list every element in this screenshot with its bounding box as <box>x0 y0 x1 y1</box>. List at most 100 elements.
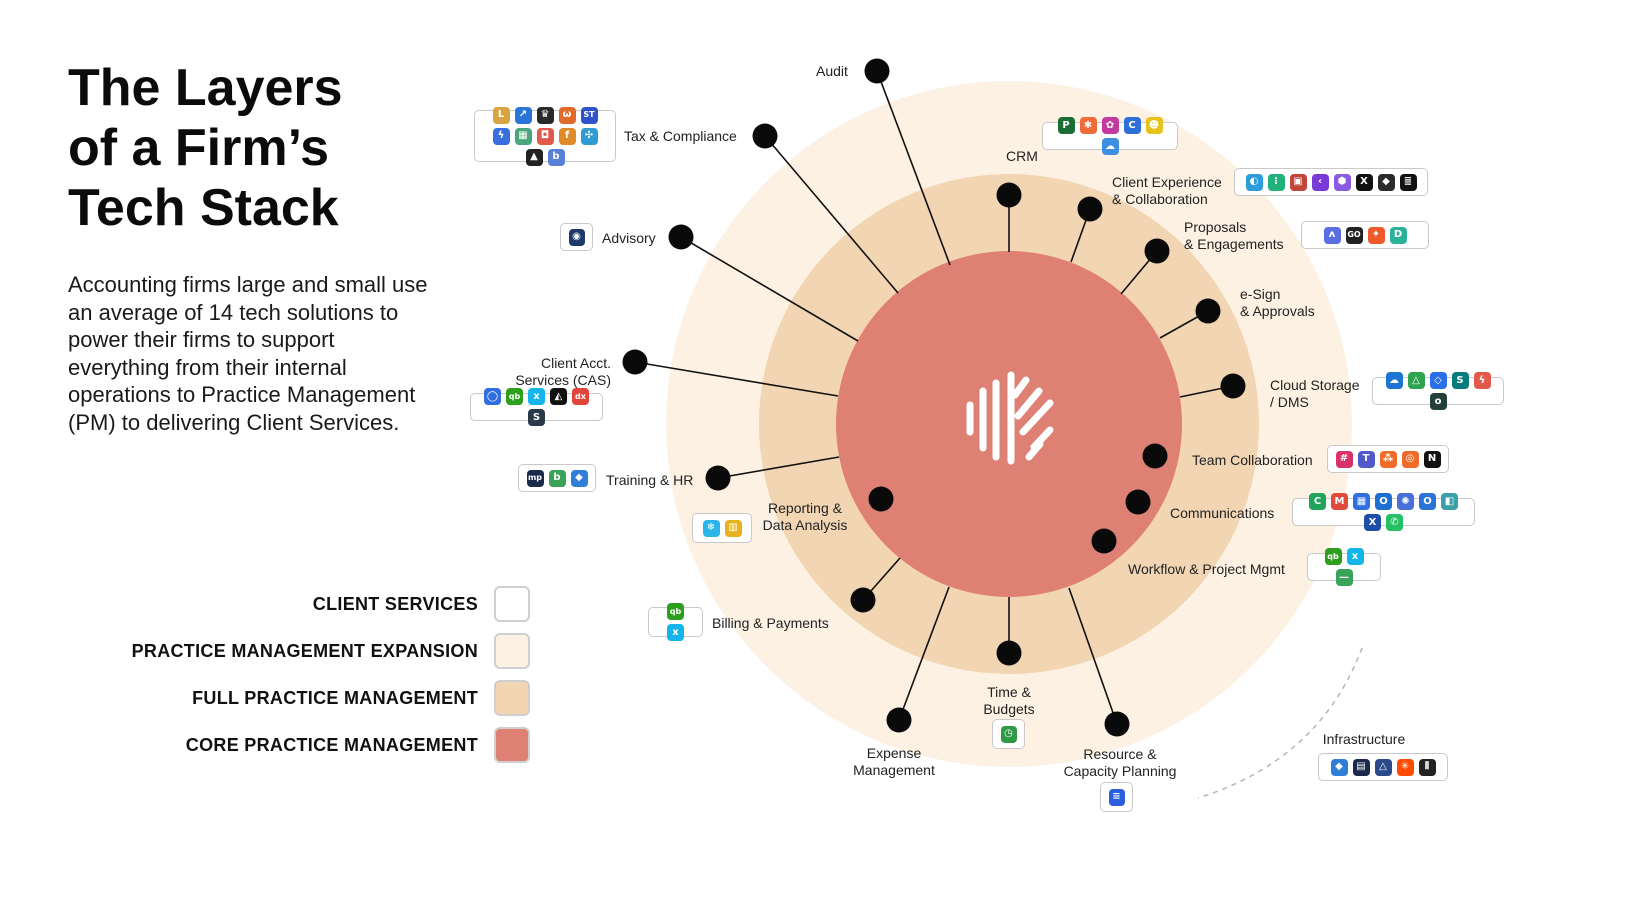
category-label-client-experience: Client Experience & Collaboration <box>1112 174 1222 207</box>
legend-item-full-pm: FULL PRACTICE MANAGEMENT <box>192 678 530 718</box>
gmail-icon: M <box>1331 493 1348 510</box>
category-label-line: Reporting & <box>768 500 842 516</box>
spokes <box>634 70 1234 725</box>
frame-icon: ▣ <box>1289 173 1307 191</box>
tool-icons-training: mp b ◆ <box>518 464 596 492</box>
spoke-dot-expense <box>886 707 912 733</box>
category-label-line: e-Sign <box>1240 286 1281 302</box>
lacerte-icon: L <box>492 106 510 124</box>
category-label-line: Tax & Compliance <box>624 128 737 144</box>
category-label-team-collab: Team Collaboration <box>1192 452 1313 469</box>
pyramid-icon: △ <box>1374 758 1392 776</box>
hexagon-icon: ⬢ <box>1333 173 1351 191</box>
dots-icon: ⁝ <box>1267 173 1285 191</box>
category-label-line: Expense <box>866 745 922 761</box>
legend-swatch <box>494 680 530 716</box>
tool-icons-tax-compliance: L ↗ ♛ ω ST ϟ ▦ ◘ f ✣ ▲ b <box>474 106 616 166</box>
category-label-advisory: Advisory <box>602 230 656 247</box>
ignition-icon: ʌ <box>1323 226 1341 244</box>
quickbooks-icon: qb <box>1324 548 1342 565</box>
tool-icons-client-experience: ◐ ⁝ ▣ ‹ ⬢ X ◆ ≣ <box>1234 168 1428 196</box>
s-icon: S <box>528 409 545 426</box>
category-label-training: Training & HR <box>606 472 693 489</box>
tool-icons-resource: ≡ <box>1100 782 1133 812</box>
exchange-icon: X <box>1364 514 1381 531</box>
spoke-dot-workflow <box>1091 528 1117 554</box>
legend-label: CORE PRACTICE MANAGEMENT <box>185 734 478 755</box>
google-drive-icon: △ <box>1407 372 1425 389</box>
category-label-proposals: Proposals & Engagements <box>1184 219 1284 252</box>
spoke-dots <box>622 58 1246 737</box>
circle-c-icon: C <box>1123 117 1141 134</box>
karbon-logo-icon <box>966 371 1054 465</box>
infrastructure-dashed-connector <box>1197 647 1363 799</box>
pinwheel-icon: ✣ <box>580 127 598 145</box>
category-label-tax-compliance: Tax & Compliance <box>624 128 737 145</box>
spoke-dot-cas <box>622 349 648 375</box>
x-circle-icon: X <box>1355 173 1373 191</box>
script-f-icon: f <box>558 127 576 145</box>
tool-icons-team-collab: # T ⁂ ◎ N <box>1327 445 1449 473</box>
legend-item-core-pm: CORE PRACTICE MANAGEMENT <box>186 725 530 765</box>
hubspot-icon: ✱ <box>1079 117 1097 134</box>
category-label-line: & Collaboration <box>1112 190 1208 207</box>
legend-label: PRACTICE MANAGEMENT EXPANSION <box>131 640 478 661</box>
chevron-icon: ‹ <box>1311 173 1329 191</box>
spoke-line-resource <box>1068 587 1118 725</box>
mailchimp-icon: ☻ <box>1145 117 1163 134</box>
spoke-dot-esign <box>1195 298 1221 324</box>
grid-icon: ▦ <box>514 127 532 145</box>
dark-square-icon: ▲ <box>525 148 543 166</box>
spoke-dot-reporting <box>868 486 894 512</box>
dext-icon: dx <box>572 388 589 405</box>
spoke-dot-advisory <box>668 224 694 250</box>
tool-icons-workflow: qb x — <box>1307 548 1381 586</box>
category-label-reporting: Reporting & Data Analysis <box>763 500 848 533</box>
spoke-dot-tax-compliance <box>752 123 778 149</box>
onedrive-icon: ☁ <box>1385 372 1403 389</box>
legend-swatch <box>494 727 530 763</box>
slack-icon: # <box>1335 450 1353 468</box>
outlook-icon: O <box>1375 493 1392 510</box>
spoke-line-training <box>717 456 840 479</box>
page-title: The Layers of a Firm’s Tech Stack <box>68 58 448 238</box>
b-icon: b <box>548 469 566 487</box>
triangle-icon: ◭ <box>550 388 567 405</box>
spoke-dot-communications <box>1125 489 1151 515</box>
category-label-cloud-storage: Cloud Storage / DMS <box>1270 377 1360 410</box>
dark-o-icon: o <box>1429 393 1447 410</box>
spoke-dot-crm <box>996 182 1022 208</box>
spoke-line-tax-compliance <box>764 135 899 294</box>
legend-item-pm-expansion: PRACTICE MANAGEMENT EXPANSION <box>132 631 530 671</box>
quickbooks-icon: qb <box>506 388 523 405</box>
tool-icons-infrastructure: ◆ ▤ △ ✳ ⫴ <box>1318 753 1448 781</box>
category-label-communications: Communications <box>1170 505 1274 522</box>
category-label-time: Time & Budgets <box>983 684 1034 717</box>
spoke-line-cas <box>634 361 839 397</box>
zapier-icon: ✳ <box>1396 758 1414 776</box>
d-icon: D <box>1389 226 1407 244</box>
spoke-dot-team-collab <box>1142 443 1168 469</box>
category-label-infrastructure: Infrastructure <box>1323 731 1405 748</box>
tool-icons-crm: P ✱ ✿ C ☻ ☁ <box>1042 117 1178 155</box>
tool-icons-proposals: ʌ GO ✦ D <box>1301 221 1429 249</box>
calendar-icon: ▦ <box>1353 493 1370 510</box>
category-label-line: Resource & <box>1083 746 1157 762</box>
owl-icon: ω <box>558 106 576 124</box>
xero-icon: x <box>667 624 684 641</box>
spoke-dot-time <box>996 640 1022 666</box>
category-label-line: Proposals <box>1184 219 1247 235</box>
azure-icon: ◆ <box>570 469 588 487</box>
category-label-line: & Approvals <box>1240 302 1315 319</box>
mail-o-icon: O <box>1419 493 1436 510</box>
title-line-3: Tech Stack <box>68 179 339 237</box>
category-label-line: Client Acct. <box>540 355 611 371</box>
category-label-line: Training & HR <box>606 472 694 488</box>
orbit-icon: ◉ <box>568 228 585 246</box>
cloud-icon: ☁ <box>1101 138 1119 155</box>
teams-icon: T <box>1357 450 1375 468</box>
taxact-icon: ↗ <box>514 106 532 124</box>
aperture-icon: ✺ <box>1397 493 1414 510</box>
float-icon: ≡ <box>1108 788 1125 806</box>
category-label-line: Billing & Payments <box>712 615 829 631</box>
